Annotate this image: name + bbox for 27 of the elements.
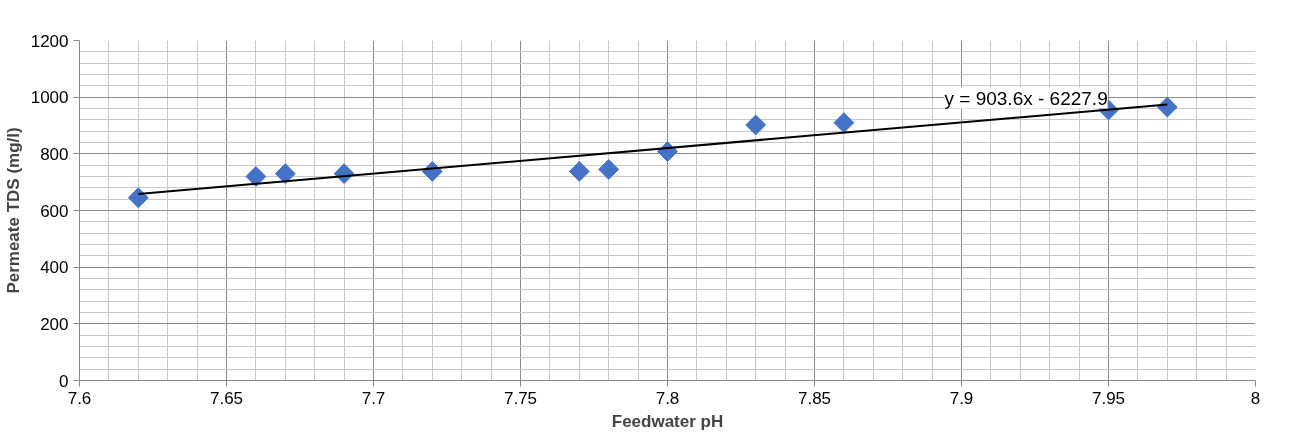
x-tick-label: 7.95 — [1091, 388, 1126, 408]
x-tick-label: 7.65 — [209, 388, 244, 408]
point — [274, 163, 296, 185]
y-tick-label: 400 — [40, 258, 69, 278]
x-tick-label: 7.7 — [361, 388, 386, 408]
x-tick-label: 7.6 — [67, 388, 92, 408]
y-tick-label: 1200 — [30, 31, 69, 51]
x-tick-label: 7.85 — [797, 388, 832, 408]
y-tick-label: 200 — [40, 314, 69, 334]
x-tick-label: 7.9 — [949, 388, 974, 408]
x-tick-label: 8 — [1250, 388, 1261, 408]
y-tick-label: 800 — [40, 144, 69, 164]
y-tick-label: 1000 — [30, 88, 69, 108]
x-tick-label: 7.75 — [503, 388, 538, 408]
point — [245, 166, 267, 187]
point — [745, 114, 767, 136]
point — [833, 112, 855, 134]
x-tick-label: 7.8 — [655, 388, 680, 408]
annotation: y = 903.6x - 6227.9 — [944, 87, 1108, 109]
y-tick-label: 0 — [59, 371, 69, 391]
point — [568, 161, 590, 182]
point — [127, 187, 149, 209]
x-axis-title: Feedwater pH — [611, 411, 724, 431]
y-axis-title: Permeate TDS (mg/l) — [3, 127, 23, 294]
point — [1156, 96, 1178, 118]
y-tick-label: 600 — [40, 201, 69, 221]
point — [598, 159, 620, 180]
